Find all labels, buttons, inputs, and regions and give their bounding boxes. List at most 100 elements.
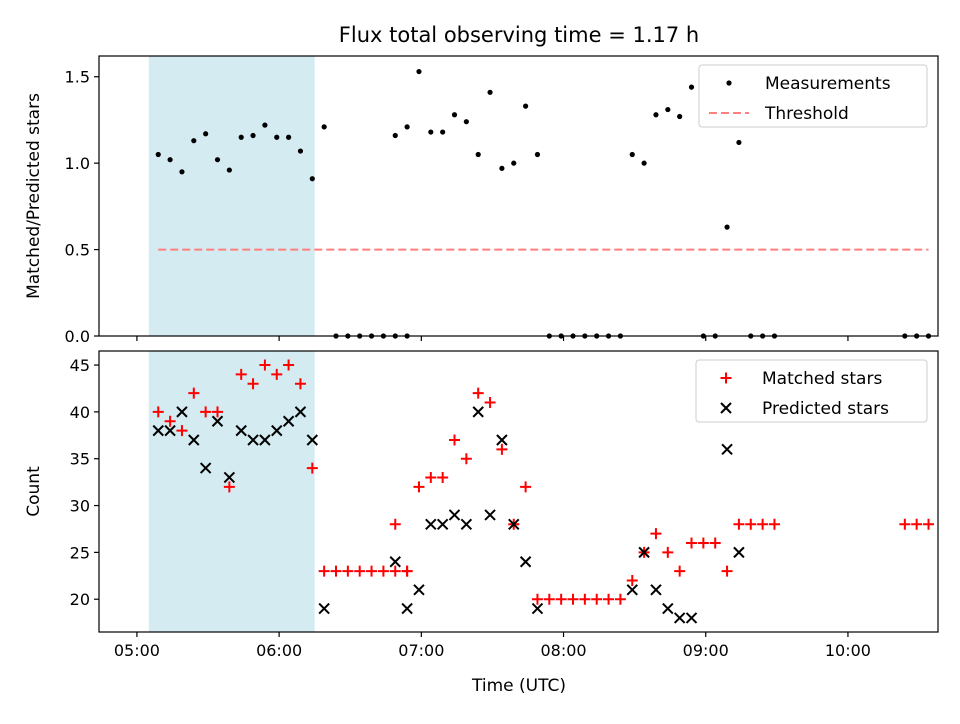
x-tick-label: 08:00 — [540, 641, 586, 660]
measurement-point — [167, 157, 173, 163]
matched-point — [401, 565, 413, 577]
x-tick-label: 06:00 — [256, 641, 302, 660]
predicted-point — [401, 602, 413, 615]
predicted-point — [638, 546, 650, 559]
measurement-point — [499, 165, 505, 171]
matched-point — [686, 537, 698, 549]
legend: Measurements Threshold — [698, 64, 928, 128]
matched-point — [626, 574, 638, 586]
x-tick-label: 09:00 — [683, 641, 729, 660]
measurement-point — [214, 157, 221, 163]
y-tick-label: 1.0 — [65, 154, 90, 173]
figure-title: Flux total observing time = 1.17 h — [339, 23, 699, 47]
matched-point — [923, 518, 935, 530]
predicted-point — [306, 434, 319, 446]
y-tick-label: 45 — [70, 356, 90, 375]
y-tick-label: 35 — [70, 450, 90, 469]
y-tick-label: 1.5 — [65, 68, 90, 87]
predicted-point — [425, 518, 437, 530]
predicted-point — [721, 443, 733, 456]
predicted-point — [211, 415, 224, 427]
matched-point — [543, 593, 555, 605]
y-tick-label: 40 — [70, 403, 90, 422]
measurement-point — [641, 160, 647, 166]
measurement-point — [274, 134, 280, 140]
matched-point — [164, 415, 176, 427]
measurement-point — [475, 151, 481, 158]
matched-point — [342, 565, 354, 577]
measurement-point — [487, 89, 493, 95]
legend-box — [698, 64, 928, 128]
predicted-point — [235, 424, 247, 437]
measurement-point — [309, 176, 315, 182]
measurement-point — [155, 151, 161, 158]
matched-point — [674, 565, 686, 577]
predicted-point — [247, 434, 259, 446]
x-tick-label: 05:00 — [114, 641, 160, 660]
matched-point — [603, 593, 615, 605]
matched-point — [709, 537, 721, 549]
matched-point — [697, 537, 709, 549]
measurement-point — [463, 119, 469, 125]
predicted-point — [662, 602, 674, 615]
matched-point — [377, 565, 389, 577]
measurement-point — [451, 112, 458, 118]
measurement-point — [250, 132, 256, 139]
matched-point — [212, 406, 224, 418]
matched-point — [733, 518, 745, 530]
matched-point — [176, 425, 188, 437]
predicted-point — [650, 584, 662, 596]
observing-window-span — [148, 351, 315, 632]
y-tick-label: 20 — [70, 590, 90, 609]
matched-point — [472, 387, 484, 399]
predicted-point — [531, 602, 544, 615]
measurement-point — [653, 112, 659, 118]
x-tick-label: 10:00 — [825, 641, 871, 660]
y-tick-label: 0.5 — [65, 241, 90, 260]
predicted-point — [223, 471, 236, 484]
measurement-point — [428, 129, 434, 135]
predicted-point — [176, 406, 188, 418]
predicted-point — [448, 509, 461, 521]
matched-point — [614, 593, 626, 605]
measurement-point — [416, 68, 422, 75]
matched-point — [496, 443, 508, 455]
predicted-point — [318, 602, 330, 615]
matched-point — [330, 565, 342, 577]
matched-point — [662, 546, 674, 558]
matched-point — [306, 462, 318, 474]
matched-point — [271, 368, 283, 380]
y-tick-label: 25 — [70, 543, 90, 562]
measurement-point — [226, 167, 232, 173]
predicted-point — [685, 612, 698, 624]
axes-frame — [98, 350, 939, 633]
measurement-point — [688, 84, 695, 90]
predicted-point — [294, 406, 307, 418]
legend-label: Predicted stars — [762, 399, 889, 419]
measurement-point — [404, 124, 410, 130]
matched-point — [259, 359, 271, 371]
measurement-point — [262, 122, 268, 128]
matched-point — [223, 481, 235, 493]
matched-point — [389, 565, 401, 577]
matched-point — [389, 518, 401, 530]
matched-point — [425, 471, 437, 483]
matched-point — [200, 406, 212, 418]
matched-point — [745, 518, 757, 530]
predicted-point — [271, 424, 283, 437]
matched-point — [294, 378, 306, 390]
matched-point — [757, 518, 769, 530]
matched-point — [911, 518, 923, 530]
legend-predicted-swatch — [720, 402, 732, 414]
y-tick-label: 30 — [70, 497, 90, 516]
matched-point — [567, 593, 579, 605]
count-panel: 20 25 30 35 40 45 05:00 06:00 07:00 08:00 09:00 10:… — [24, 350, 939, 660]
matched-point — [235, 368, 247, 380]
matched-point — [366, 565, 378, 577]
matched-point — [152, 406, 164, 418]
matched-point — [768, 518, 780, 530]
measurement-point — [286, 134, 292, 140]
measurement-point — [440, 129, 446, 135]
matched-point — [484, 397, 496, 409]
